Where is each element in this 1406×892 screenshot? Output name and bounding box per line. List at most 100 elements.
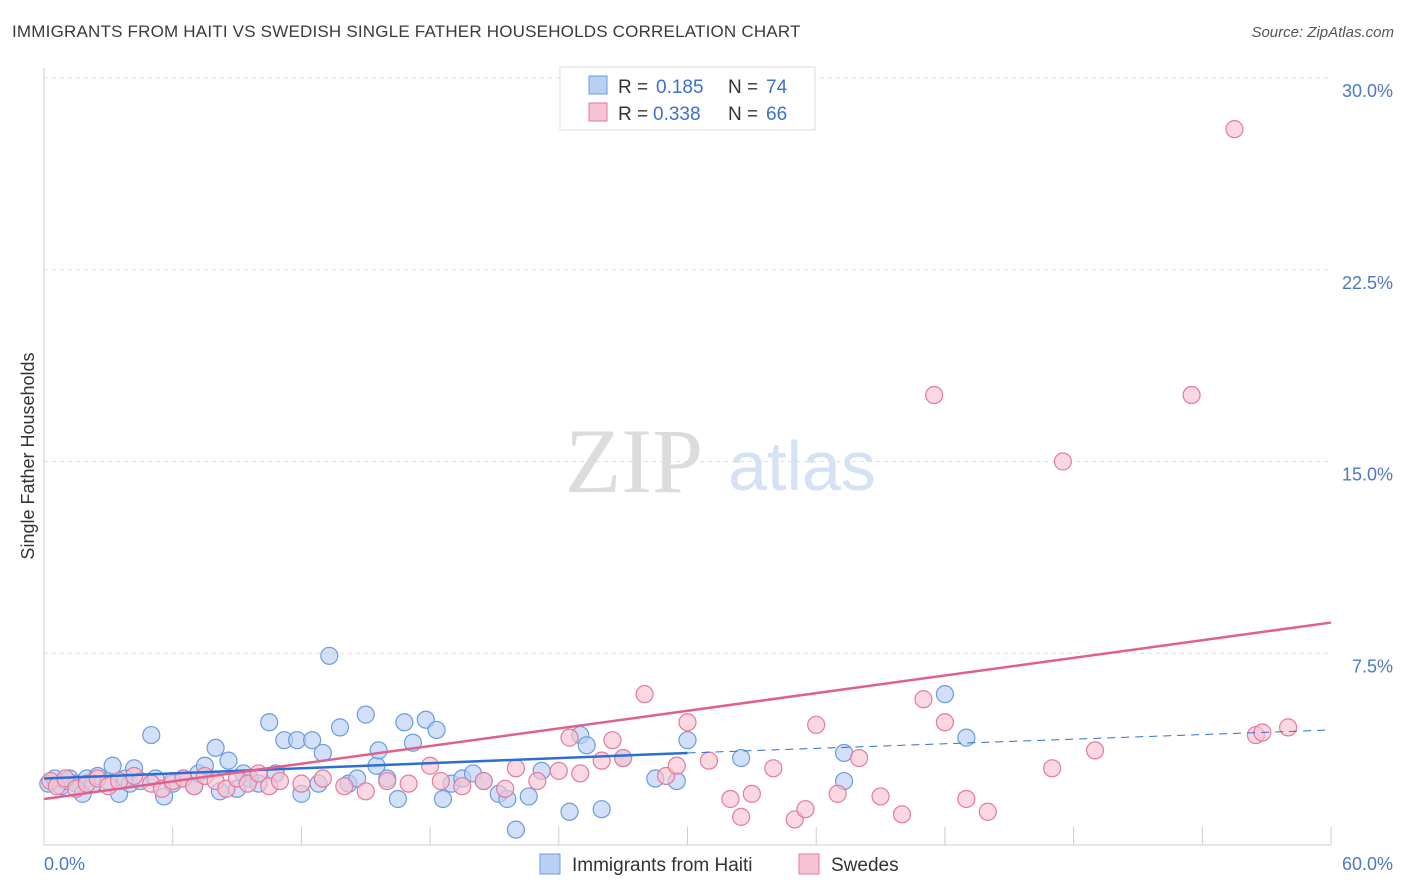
chart-title: IMMIGRANTS FROM HAITI VS SWEDISH SINGLE … (12, 22, 801, 41)
point-swedes (592, 751, 611, 770)
point-haiti (592, 800, 611, 819)
point-swedes (742, 784, 761, 803)
point-swedes (571, 764, 590, 783)
point-swedes (421, 756, 440, 775)
stats-legend: R = 0.185 N = 74 R = 0.338 N = 66 (559, 66, 816, 131)
point-swedes (335, 777, 354, 796)
legend-n-value-1: 74 (766, 77, 788, 98)
y-tick-label: 7.5% (1352, 656, 1393, 676)
point-swedes (892, 805, 912, 824)
legend-n-value-2: 66 (766, 104, 787, 125)
source-credit: Source: ZipAtlas.com (1251, 24, 1394, 41)
point-haiti (388, 789, 408, 809)
point-haiti (957, 728, 976, 747)
point-haiti (395, 713, 414, 732)
legend-swatch-swedes (588, 102, 608, 122)
point-haiti (732, 748, 751, 768)
point-swedes (549, 761, 568, 780)
point-swedes (935, 713, 955, 732)
point-swedes (732, 807, 751, 826)
trend-line-haiti (43, 751, 688, 780)
point-haiti (433, 789, 453, 809)
point-haiti (303, 731, 322, 750)
point-swedes (678, 713, 697, 732)
point-swedes (871, 787, 890, 806)
point-swedes (292, 774, 311, 793)
point-haiti (935, 685, 955, 704)
point-swedes (796, 800, 815, 819)
point-swedes (270, 771, 290, 791)
trend-line-haiti-extension (687, 729, 1332, 754)
point-haiti (103, 756, 122, 775)
point-haiti (678, 731, 697, 750)
point-swedes (764, 759, 783, 778)
y-tick-label: 30.0% (1342, 81, 1393, 101)
point-swedes (807, 715, 826, 734)
y-tick-label: 15.0% (1342, 465, 1393, 485)
point-swedes (699, 751, 719, 770)
series-legend: Immigrants from Haiti Swedes (539, 853, 899, 876)
point-haiti (320, 646, 339, 665)
point-haiti (206, 738, 225, 757)
point-swedes (431, 771, 450, 791)
point-haiti (219, 751, 238, 770)
point-swedes (667, 756, 686, 775)
series-label-swedes: Swedes (831, 855, 899, 876)
point-swedes (528, 771, 547, 791)
point-swedes (474, 771, 493, 791)
legend-r-value-1: 0.185 (656, 77, 704, 98)
legend-r-label-1: R = (618, 77, 648, 98)
point-swedes (914, 690, 933, 709)
point-swedes (849, 748, 869, 768)
point-swedes (496, 779, 515, 798)
point-haiti (369, 741, 388, 760)
legend-r-value-2: 0.338 (653, 104, 701, 125)
y-tick-label: 22.5% (1342, 273, 1393, 293)
point-haiti (427, 720, 446, 740)
x-tick-label-min: 0.0% (44, 854, 85, 874)
point-swedes (1085, 741, 1105, 760)
point-swedes (1225, 120, 1244, 139)
trend-line-swedes (43, 621, 1332, 801)
point-swedes (453, 777, 472, 796)
point-haiti (356, 705, 375, 724)
point-swedes (1182, 385, 1201, 405)
point-swedes (1053, 452, 1072, 471)
y-axis-label: Single Father Households (18, 352, 38, 559)
point-swedes (356, 782, 375, 801)
point-haiti (260, 713, 279, 732)
point-swedes (957, 789, 976, 809)
series-swatch-haiti (539, 853, 561, 875)
watermark-atlas: atlas (728, 427, 876, 505)
tick-labels: 7.5% 15.0% 22.5% 30.0% 0.0% 60.0% (44, 81, 1393, 874)
legend-n-label-2: N = (728, 104, 758, 125)
point-haiti (577, 736, 596, 755)
point-swedes (603, 731, 622, 750)
series-label-haiti: Immigrants from Haiti (572, 855, 753, 876)
point-swedes (560, 728, 579, 747)
point-haiti (519, 787, 538, 806)
point-haiti (560, 802, 579, 821)
point-swedes (614, 748, 633, 768)
legend-n-label-1: N = (728, 77, 758, 98)
x-tick-label-max: 60.0% (1342, 854, 1393, 874)
point-swedes (313, 769, 332, 788)
point-haiti (142, 725, 161, 745)
point-swedes (721, 789, 740, 809)
point-haiti (330, 718, 350, 737)
point-swedes (978, 802, 997, 821)
watermark-zip: ZIP (565, 410, 703, 512)
point-swedes (1278, 718, 1298, 737)
point-haiti (506, 820, 526, 839)
point-swedes (828, 784, 847, 803)
point-swedes (399, 774, 418, 793)
trend-lines (43, 621, 1332, 801)
point-swedes (925, 385, 944, 405)
point-swedes (1043, 759, 1062, 778)
legend-swatch-haiti (588, 75, 608, 95)
series-swatch-swedes (798, 853, 820, 875)
axes (43, 68, 1332, 846)
point-swedes (635, 685, 654, 704)
legend-r-label-2: R = (618, 104, 648, 125)
